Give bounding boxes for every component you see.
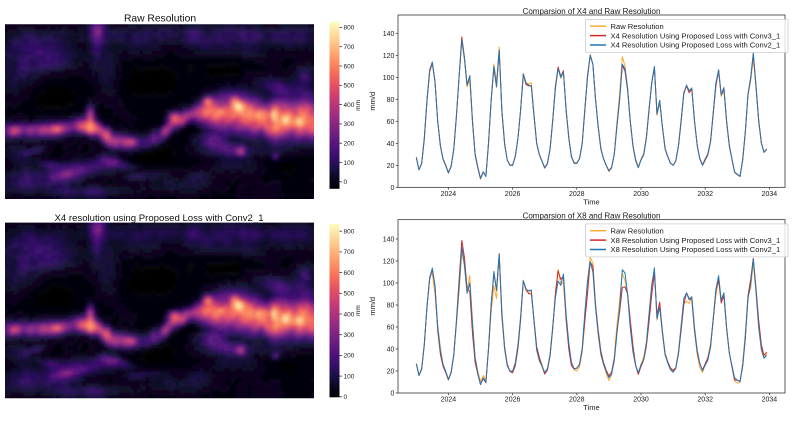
svg-text:120: 120	[383, 53, 395, 60]
svg-text:400: 400	[344, 311, 355, 318]
svg-text:500: 500	[344, 291, 355, 298]
svg-text:2034: 2034	[762, 191, 778, 198]
svg-text:200: 200	[344, 353, 355, 360]
svg-text:120: 120	[383, 259, 395, 266]
svg-text:2028: 2028	[569, 396, 585, 403]
svg-text:100: 100	[383, 75, 395, 82]
svg-text:800: 800	[344, 229, 355, 236]
svg-text:2030: 2030	[633, 191, 649, 198]
svg-text:Comparsion of X8 and Raw Resol: Comparsion of X8 and Raw Resolution	[523, 211, 661, 220]
svg-text:2026: 2026	[505, 396, 521, 403]
svg-text:mm: mm	[355, 305, 362, 316]
svg-text:700: 700	[344, 249, 355, 256]
svg-text:40: 40	[387, 141, 395, 148]
svg-text:0: 0	[344, 179, 348, 186]
svg-text:60: 60	[387, 119, 395, 126]
svg-text:X4 Resolution Using Proposed L: X4 Resolution Using Proposed Loss with C…	[611, 41, 781, 50]
svg-text:2030: 2030	[633, 396, 649, 403]
svg-text:800: 800	[344, 25, 355, 32]
svg-text:80: 80	[387, 303, 395, 310]
svg-text:X4 resolution using Proposed L: X4 resolution using Proposed Loss with C…	[54, 213, 263, 224]
svg-text:Raw Resolution: Raw Resolution	[124, 14, 196, 25]
svg-text:60: 60	[387, 325, 395, 332]
svg-text:700: 700	[344, 44, 355, 51]
svg-text:2024: 2024	[441, 396, 457, 403]
svg-text:2032: 2032	[697, 396, 713, 403]
svg-text:X8 Resolution Using Proposed L: X8 Resolution Using Proposed Loss with C…	[611, 245, 781, 254]
svg-text:140: 140	[383, 237, 395, 244]
svg-text:0: 0	[344, 394, 348, 401]
svg-text:600: 600	[344, 270, 355, 277]
svg-text:300: 300	[344, 332, 355, 339]
svg-text:mm: mm	[355, 100, 362, 111]
svg-text:Raw Resolution: Raw Resolution	[611, 22, 664, 31]
svg-text:2032: 2032	[697, 191, 713, 198]
svg-text:200: 200	[344, 141, 355, 148]
svg-text:0: 0	[390, 391, 394, 398]
svg-text:2034: 2034	[762, 396, 778, 403]
svg-text:Time: Time	[583, 403, 599, 412]
svg-text:X8 Resolution Using Proposed L: X8 Resolution Using Proposed Loss with C…	[611, 236, 781, 245]
svg-text:Raw Resolution: Raw Resolution	[611, 226, 664, 235]
svg-text:20: 20	[387, 163, 395, 170]
svg-text:2024: 2024	[441, 191, 457, 198]
svg-text:100: 100	[344, 373, 355, 380]
svg-text:80: 80	[387, 97, 395, 104]
svg-text:Time: Time	[583, 197, 599, 206]
svg-text:300: 300	[344, 121, 355, 128]
svg-text:40: 40	[387, 347, 395, 354]
svg-text:X4 Resolution Using Proposed L: X4 Resolution Using Proposed Loss with C…	[611, 31, 781, 40]
svg-text:600: 600	[344, 63, 355, 70]
svg-text:140: 140	[383, 31, 395, 38]
svg-text:20: 20	[387, 369, 395, 376]
svg-text:Comparsion of X4 and Raw Resol: Comparsion of X4 and Raw Resolution	[523, 7, 661, 16]
svg-text:0: 0	[390, 185, 394, 192]
svg-text:mm/d: mm/d	[368, 92, 377, 111]
svg-text:2026: 2026	[505, 191, 521, 198]
svg-text:100: 100	[344, 160, 355, 167]
svg-text:400: 400	[344, 102, 355, 109]
svg-text:100: 100	[383, 281, 395, 288]
svg-text:2028: 2028	[569, 191, 585, 198]
svg-text:500: 500	[344, 83, 355, 90]
svg-text:mm/d: mm/d	[368, 297, 377, 316]
